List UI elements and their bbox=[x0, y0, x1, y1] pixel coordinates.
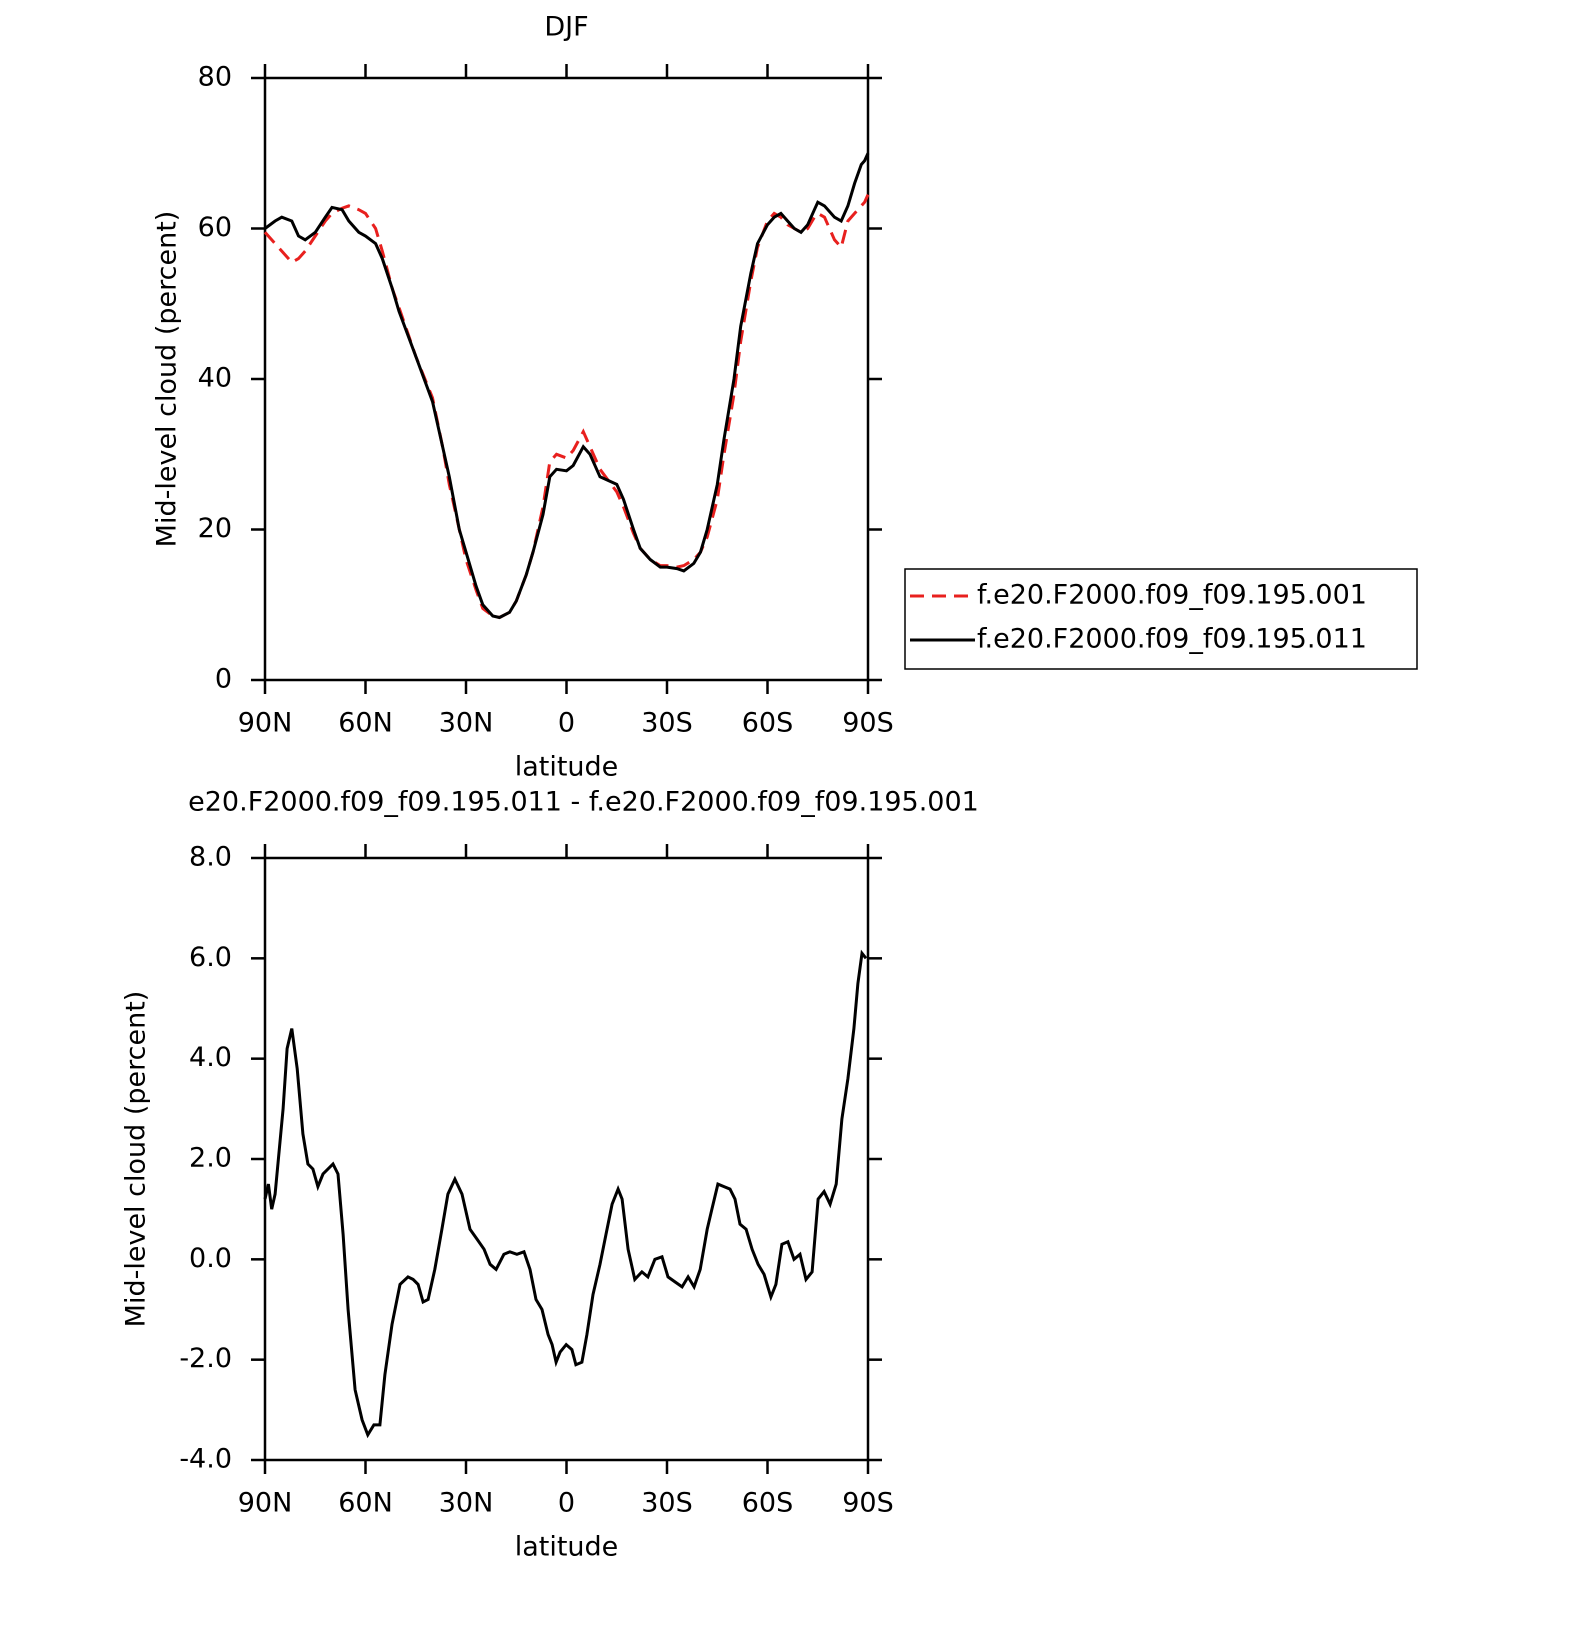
y-tick-label: 2.0 bbox=[189, 1143, 232, 1174]
chart-title: DJF bbox=[544, 12, 588, 43]
x-tick-label: 90S bbox=[842, 1488, 894, 1519]
y-tick-label: 40 bbox=[198, 363, 232, 394]
x-tick-label: 90N bbox=[238, 708, 293, 739]
y-tick-label: 6.0 bbox=[189, 942, 232, 973]
x-tick-label: 90S bbox=[842, 708, 894, 739]
x-tick-label: 60N bbox=[338, 708, 393, 739]
y-tick-label: -2.0 bbox=[179, 1343, 232, 1374]
x-tick-label: 60S bbox=[742, 708, 794, 739]
x-tick-label: 60S bbox=[742, 1488, 794, 1519]
chart-title: e20.F2000.f09_f09.195.011 - f.e20.F2000.… bbox=[188, 787, 979, 818]
y-tick-label: 20 bbox=[198, 513, 232, 544]
x-tick-label: 0 bbox=[558, 708, 575, 739]
data-line bbox=[263, 193, 870, 620]
plot-frame bbox=[263, 856, 870, 1462]
y-axis-label: Mid-level cloud (percent) bbox=[121, 991, 152, 1328]
x-tick-label: 30N bbox=[439, 1488, 494, 1519]
x-tick-label: 60N bbox=[338, 1488, 393, 1519]
y-tick-label: 0 bbox=[215, 664, 232, 695]
y-tick-label: 60 bbox=[198, 212, 232, 243]
data-line bbox=[263, 949, 868, 1439]
y-tick-label: 80 bbox=[198, 62, 232, 93]
y-tick-label: 8.0 bbox=[189, 842, 232, 873]
x-axis-label: latitude bbox=[515, 1532, 619, 1563]
y-tick-label: 4.0 bbox=[189, 1042, 232, 1073]
x-tick-label: 30S bbox=[641, 1488, 693, 1519]
y-tick-label: -4.0 bbox=[179, 1444, 232, 1475]
y-tick-label: 0.0 bbox=[189, 1243, 232, 1274]
x-tick-label: 30S bbox=[641, 708, 693, 739]
data-line bbox=[264, 152, 870, 620]
y-axis-label: Mid-level cloud (percent) bbox=[152, 211, 183, 548]
legend-label: f.e20.F2000.f09_f09.195.001 bbox=[977, 580, 1367, 611]
x-tick-label: 0 bbox=[558, 1488, 575, 1519]
plot-frame bbox=[263, 76, 870, 682]
legend-box bbox=[904, 568, 1418, 670]
legend-label: f.e20.F2000.f09_f09.195.011 bbox=[977, 624, 1367, 655]
x-axis-label: latitude bbox=[515, 752, 619, 783]
x-tick-label: 30N bbox=[439, 708, 494, 739]
x-tick-label: 90N bbox=[238, 1488, 293, 1519]
